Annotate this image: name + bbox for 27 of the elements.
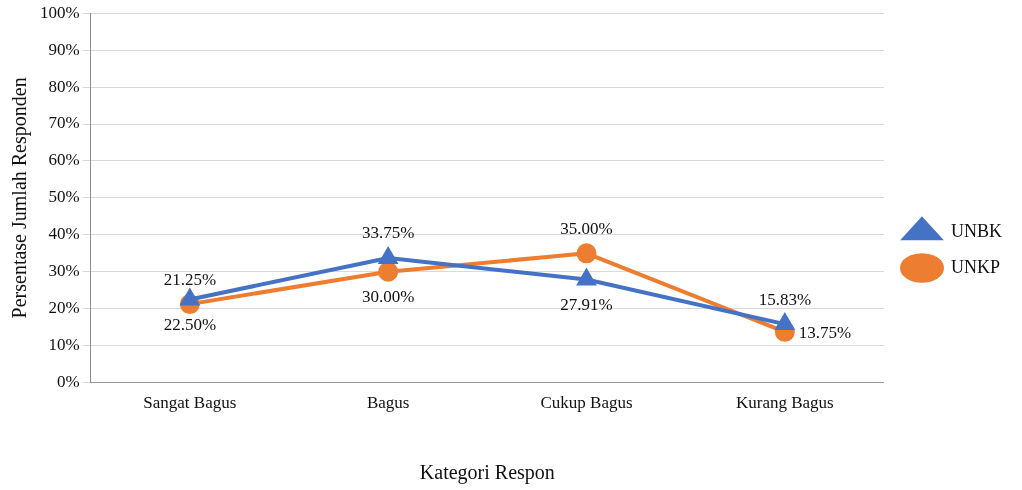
x-tick-label: Cukup Bagus xyxy=(540,393,633,413)
y-tick-label: 60% xyxy=(48,150,80,170)
data-label: 35.00% xyxy=(560,218,613,238)
data-label: 13.75% xyxy=(798,323,852,343)
y-tick-label: 90% xyxy=(48,39,80,59)
y-tick-label: 70% xyxy=(48,113,80,133)
data-label: 33.75% xyxy=(361,223,415,243)
y-tick-label: 20% xyxy=(48,298,80,318)
y-tick-label: 30% xyxy=(48,261,80,281)
y-tick-label: 10% xyxy=(48,335,80,355)
data-label: 15.83% xyxy=(758,289,812,309)
y-tick-label: 80% xyxy=(48,76,80,96)
data-label: 21.25% xyxy=(163,269,217,289)
data-label: 27.91% xyxy=(560,294,613,314)
y-tick-label: 50% xyxy=(48,187,80,207)
legend-label: UNBK xyxy=(951,220,1003,241)
data-label: 22.50% xyxy=(163,314,217,334)
y-tick-label: 100% xyxy=(39,2,80,22)
x-tick-label: Bagus xyxy=(366,393,410,413)
x-tick-label: Sangat Bagus xyxy=(143,393,237,413)
data-label: 30.00% xyxy=(361,287,415,307)
y-tick-label: 0% xyxy=(56,372,80,392)
x-axis-title: Kategori Respon xyxy=(419,461,555,485)
y-axis-title: Persentase Jumlah Responden xyxy=(8,77,32,319)
y-tick-label: 40% xyxy=(48,224,80,244)
legend-label: UNKP xyxy=(951,256,1001,277)
x-tick-label: Kurang Bagus xyxy=(735,393,834,413)
